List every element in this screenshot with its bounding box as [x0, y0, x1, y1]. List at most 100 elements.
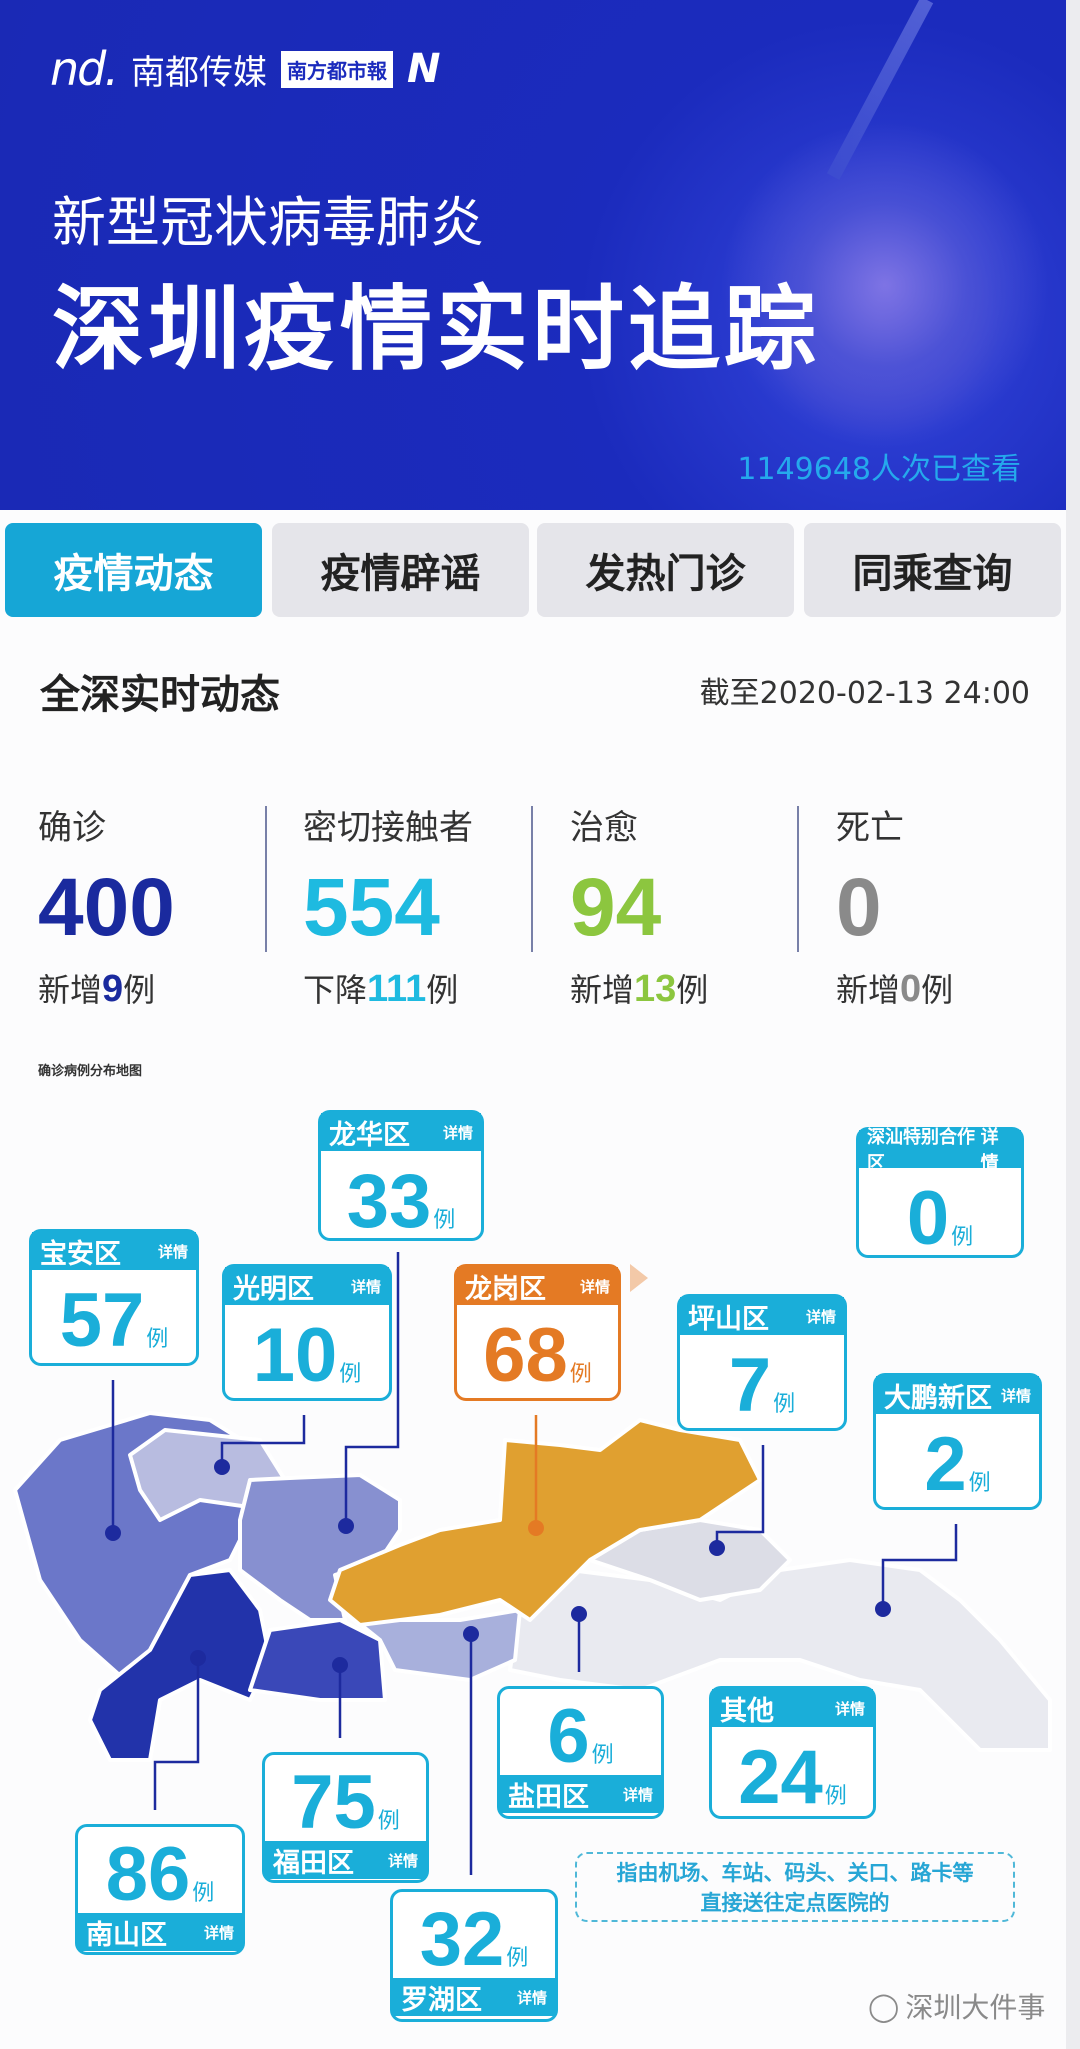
- details-link[interactable]: 详情: [980, 1127, 999, 1174]
- details-link[interactable]: 详情: [157, 1242, 188, 1261]
- delta-prefix: 新增: [38, 971, 103, 1009]
- header-banner: nd. 南都传媒 南方都市報 N 新型冠状病毒肺炎 深圳疫情实时追踪 11496…: [0, 0, 1066, 510]
- nd-logo-icon: nd.: [50, 42, 119, 96]
- delta-suffix: 例: [123, 971, 156, 1009]
- district-card-nanshan[interactable]: 86 例 南山区 详情: [75, 1824, 245, 1955]
- case-count: 75: [291, 1760, 376, 1845]
- unit: 例: [951, 1225, 974, 1250]
- stat-label: 确诊: [38, 808, 106, 848]
- delta-value: 13: [634, 968, 677, 1010]
- as-of-date: 截至2020-02-13 24:00: [699, 676, 1030, 711]
- delta-prefix: 新增: [570, 971, 635, 1009]
- details-link[interactable]: 详情: [579, 1277, 610, 1296]
- region-longgang[interactable]: [328, 1418, 762, 1627]
- note-line: 指由机场、车站、码头、关口、路卡等: [616, 1861, 974, 1885]
- note-line: 直接送往定点医院的: [700, 1891, 890, 1915]
- region-futian[interactable]: [248, 1618, 387, 1702]
- details-link[interactable]: 详情: [622, 1785, 653, 1804]
- delta-value: 9: [102, 968, 124, 1010]
- marker-dot-pingshan: [709, 1540, 725, 1556]
- marker-dot-futian: [332, 1657, 348, 1673]
- marker-dot-longgang: [528, 1520, 544, 1536]
- case-count: 7: [728, 1343, 772, 1428]
- stat-delta: 新增9例: [38, 965, 288, 1011]
- unit: 例: [569, 1362, 592, 1387]
- stat-recovered: 治愈 94 新增13例: [570, 800, 820, 1011]
- district-card-futian[interactable]: 75 例 福田区 详情: [262, 1752, 429, 1883]
- district-card-longgang[interactable]: 龙岗区 详情 68 例: [454, 1264, 621, 1401]
- unit: 例: [824, 1784, 847, 1809]
- details-link[interactable]: 详情: [805, 1307, 836, 1326]
- district-name: 大鹏新区: [884, 1382, 992, 1414]
- details-link[interactable]: 详情: [442, 1123, 473, 1142]
- district-name: 深汕特别合作区: [867, 1127, 975, 1174]
- unit: 例: [377, 1809, 400, 1834]
- case-count: 2: [924, 1422, 967, 1507]
- district-name: 龙华区: [329, 1119, 410, 1151]
- stat-value: 94: [570, 862, 662, 953]
- district-card-other[interactable]: 其他 详情 24 例: [709, 1686, 876, 1819]
- district-name: 福田区: [273, 1847, 354, 1879]
- stat-delta: 新增0例: [836, 965, 1080, 1011]
- tab-same-trip-query[interactable]: 同乘查询: [804, 523, 1061, 617]
- map-title: 确诊病例分布地图: [38, 1064, 143, 1079]
- case-count: 68: [483, 1313, 568, 1398]
- region-longhua[interactable]: [238, 1473, 402, 1622]
- stat-close-contacts: 密切接触者 554 下降111例: [303, 800, 553, 1011]
- district-card-longhua[interactable]: 龙华区 详情 33 例: [318, 1110, 484, 1241]
- unit: 例: [192, 1881, 215, 1906]
- stat-value: 0: [836, 862, 882, 953]
- case-count: 24: [738, 1735, 823, 1820]
- district-card-luohu[interactable]: 32 例 罗湖区 详情: [390, 1889, 558, 2022]
- leader-line-guangming: [220, 1415, 306, 1465]
- details-link[interactable]: 详情: [516, 1988, 547, 2007]
- tab-rumor-refute[interactable]: 疫情辟谣: [272, 523, 529, 617]
- leader-line-nanshan: [153, 1658, 200, 1810]
- delta-value: 111: [367, 968, 427, 1010]
- details-link[interactable]: 详情: [834, 1699, 865, 1718]
- newspaper-logo: 南方都市報: [280, 50, 393, 88]
- scrollbar[interactable]: [1066, 0, 1080, 2049]
- n-logo-icon: N: [406, 46, 441, 92]
- district-name: 龙岗区: [465, 1273, 546, 1305]
- details-link[interactable]: 详情: [387, 1851, 418, 1870]
- delta-suffix: 例: [426, 971, 459, 1009]
- divider: [797, 806, 799, 952]
- district-card-baoan[interactable]: 宝安区 详情 57 例: [29, 1229, 199, 1366]
- logo-bar: nd. 南都传媒 南方都市報 N: [50, 42, 440, 96]
- other-cases-note: 指由机场、车站、码头、关口、路卡等 直接送往定点医院的: [575, 1852, 1015, 1922]
- leader-line-longhua: [344, 1252, 400, 1526]
- tab-epidemic-news[interactable]: 疫情动态: [5, 523, 262, 617]
- details-link[interactable]: 详情: [1000, 1386, 1031, 1405]
- divider: [531, 806, 533, 952]
- delta-suffix: 例: [921, 971, 954, 1009]
- marker-dot-luohu: [463, 1626, 479, 1642]
- delta-suffix: 例: [676, 971, 709, 1009]
- stat-value: 554: [303, 862, 440, 953]
- district-card-guangming[interactable]: 光明区 详情 10 例: [222, 1264, 392, 1401]
- district-name: 光明区: [233, 1273, 314, 1305]
- case-count: 0: [906, 1176, 950, 1261]
- case-count: 6: [547, 1694, 590, 1779]
- stat-delta: 下降111例: [303, 965, 553, 1011]
- details-link[interactable]: 详情: [203, 1923, 234, 1942]
- details-link[interactable]: 详情: [350, 1277, 381, 1296]
- marker-dot-yantian: [571, 1606, 587, 1622]
- region-nanshan[interactable]: [88, 1568, 272, 1762]
- tab-fever-clinic[interactable]: 发热门诊: [537, 523, 794, 617]
- stat-delta: 新增13例: [570, 965, 820, 1011]
- stat-label: 治愈: [570, 808, 638, 848]
- tab-bar: 疫情动态 疫情辟谣 发热门诊 同乘查询: [5, 523, 1061, 617]
- marker-dot-baoan: [105, 1525, 121, 1541]
- watermark-text: 深圳大件事: [905, 1991, 1046, 2024]
- marker-dot-longhua: [338, 1518, 354, 1534]
- page-title: 深圳疫情实时追踪: [52, 276, 821, 383]
- delta-prefix: 新增: [836, 971, 901, 1009]
- unit: 例: [591, 1743, 614, 1768]
- region-luohu[interactable]: [353, 1608, 522, 1682]
